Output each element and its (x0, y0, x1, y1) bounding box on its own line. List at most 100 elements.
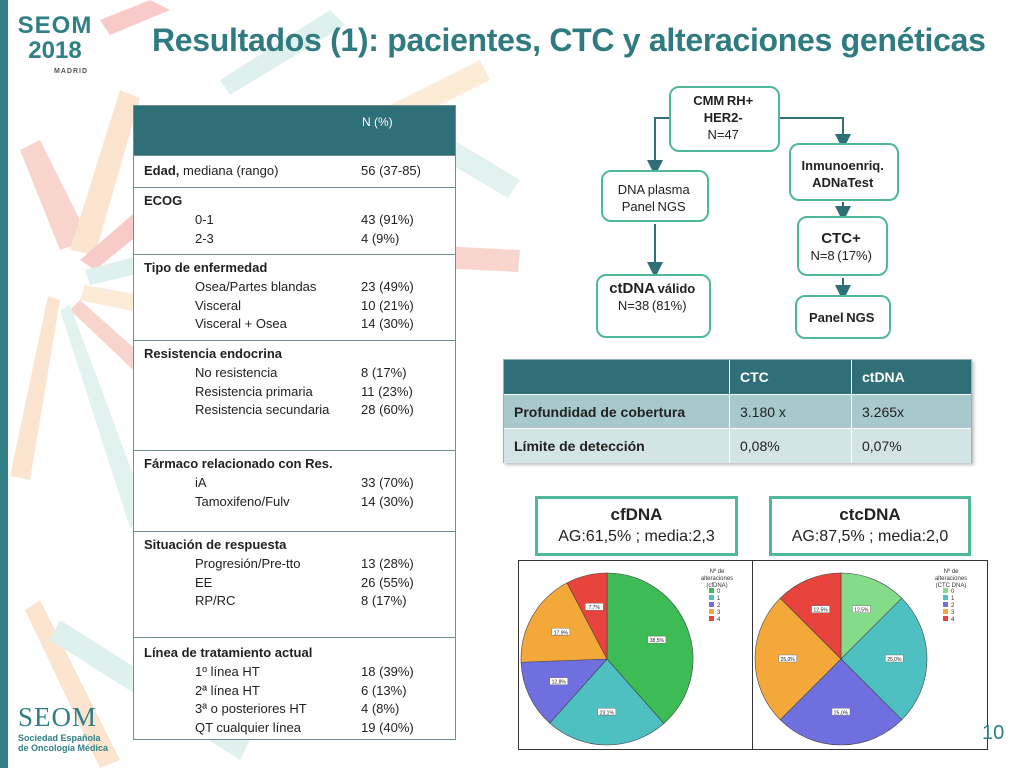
flow-panel-line1: Panel NGS (808, 310, 878, 325)
flow-ctc-line2: N=8 (17%) (810, 248, 875, 263)
flow-box-panel: Panel NGS (795, 295, 891, 339)
slice-label: 7,7% (589, 605, 601, 611)
table-row: Visceral 10 (21%) (144, 297, 445, 316)
slice-label: 38,5% (650, 638, 665, 644)
slide-title: Resultados (1): pacientes, CTC y alterac… (152, 22, 986, 58)
flow-root-line3: N=47 (707, 127, 742, 142)
footer-logo-sub2: de Oncología Médica (18, 743, 109, 753)
row-label: Límite de detección (504, 429, 730, 463)
legend-label: 2 (717, 603, 721, 609)
row-label: 1º línea HT (195, 663, 260, 679)
table-section-respuesta: Situación de respuesta Progresión/Pre-tt… (134, 531, 455, 637)
row-value: 19 (40%) (361, 720, 414, 736)
pie-slice-3 (754, 597, 842, 721)
ctcdna-summary-box: ctcDNA AG:87,5% ; media:2,0 (769, 496, 971, 556)
slice-label-box (831, 708, 851, 716)
pie-slice-1 (549, 658, 665, 746)
row-value: 26 (55%) (361, 574, 414, 590)
slice-label-box (647, 635, 667, 644)
legend-swatch (943, 588, 948, 593)
table-row: 1º línea HT 18 (39%) (144, 663, 445, 682)
section-value: 56 (37-85) (361, 163, 421, 178)
logo-year: 2018 (28, 37, 82, 64)
legend-label: 3 (951, 610, 955, 616)
row-value: 43 (91%) (361, 211, 414, 227)
pie-slice-1 (840, 597, 928, 721)
section-title: Línea de tratamiento actual (144, 645, 313, 660)
slice-label: 25,0% (887, 657, 902, 663)
column-header-n: N (%) (362, 115, 393, 129)
row-value: 28 (60%) (361, 402, 414, 418)
row-value-ctc: 0,08% (730, 429, 852, 463)
row-label: EE (195, 574, 213, 590)
table-row: Tamoxifeno/Fulv 14 (30%) (144, 493, 445, 512)
coverage-table: CTC ctDNA Profundidad de cobertura 3.180… (503, 359, 972, 463)
row-label: 0-1 (195, 211, 214, 227)
slice-label-box (551, 628, 571, 636)
row-label: Resistencia primaria (195, 383, 313, 399)
section-title: Edad, (144, 163, 180, 178)
legend-title: Nº de (710, 568, 726, 575)
cfdna-pie-chart: 38,5% 23,1% 12,8% 17,9% 7,7% Nº dealteracione… (520, 568, 733, 746)
slice-label: 17,9% (554, 630, 569, 636)
legend-swatch (709, 588, 714, 593)
legend-swatch (709, 595, 714, 600)
legend-swatch (943, 595, 948, 600)
table-row: 2ª línea HT 6 (13%) (144, 682, 445, 701)
table-section-resistencia: Resistencia endocrina No resistencia 8 (1… (134, 340, 455, 450)
flow-ctdna-line3 (598, 314, 709, 331)
table-row: Edad, mediana (rango) 56 (37-85) (144, 162, 445, 181)
slice-label: 25,0% (781, 657, 796, 663)
section-title-rest: mediana (rango) (179, 163, 279, 178)
ctcdna-pie-chart: 12,5% 25,0% 25,0% 25,0% 12,5% Nº dealteracion… (754, 568, 967, 746)
row-label: Progresión/Pre-tto (195, 555, 301, 571)
table-row: Límite de detección 0,08% 0,07% (504, 429, 971, 463)
slice-label: 25,0% (834, 710, 849, 716)
row-value: 4 (8%) (361, 701, 400, 717)
legend-label: 3 (717, 610, 721, 616)
slice-label-box (852, 605, 871, 613)
pie-slice-0 (840, 572, 903, 660)
legend-label: 1 (951, 596, 955, 602)
row-label: Visceral (195, 297, 242, 313)
section-title: Fármaco relacionado con Res. (144, 456, 333, 471)
row-value: 4 (9%) (361, 230, 400, 246)
legend-label: 4 (951, 617, 955, 623)
ctcdna-subtitle: AG:87,5% ; media:2,0 (791, 528, 949, 545)
row-label: iA (195, 474, 207, 490)
row-value: 13 (28%) (361, 555, 414, 571)
section-title: Tipo de enfermedad (144, 260, 268, 275)
row-label: Profundidad de cobertura (504, 395, 730, 428)
table-row: RP/RC 8 (17%) (144, 592, 445, 611)
row-label: 2ª línea HT (195, 682, 260, 698)
pie-slice-2 (520, 658, 608, 724)
legend-swatch (943, 602, 948, 607)
row-value-ctdna: 0,07% (862, 438, 902, 454)
flow-box-ctdna: ctDNA válido N=38 (81%) (596, 274, 711, 338)
cfdna-subtitle: AG:61,5% ; media:2,3 (558, 528, 715, 545)
pie-slice-4 (566, 572, 608, 660)
footer-logo-sub1: Sociedad Española (18, 733, 101, 743)
table-row: 3ª o posteriores HT 4 (8%) (144, 700, 445, 719)
table-row: No resistencia 8 (17%) (144, 364, 445, 383)
table-section-edad: Edad, mediana (rango) 56 (37-85) (134, 155, 455, 187)
table-section-ecog: ECOG 0-1 43 (91%) 2-3 4 (9%) (134, 187, 455, 254)
footer-logo-main: SEOM (18, 702, 98, 732)
legend-label: 4 (717, 617, 721, 623)
table-row: Resistencia secundaria 28 (60%) (144, 401, 445, 420)
flow-ctc-line1: CTC+ (821, 230, 864, 247)
row-label: No resistencia (195, 364, 278, 380)
legend-label: 0 (951, 589, 955, 595)
left-accent-bar (0, 0, 8, 768)
footer-logo: SEOM Sociedad Española de Oncología Médi… (18, 702, 108, 753)
slice-label-box (811, 605, 830, 613)
row-label: 3ª o posteriores HT (195, 701, 307, 717)
cfdna-summary-box: cfDNA AG:61,5% ; media:2,3 (535, 496, 738, 556)
logo-city: MADRID (54, 68, 88, 75)
header-cell-empty (504, 360, 730, 394)
table-row: 0-1 43 (91%) (144, 211, 445, 230)
flow-box-ctc: CTC+ N=8 (17%) (797, 216, 888, 276)
congress-logo: SEOM 2018 MADRID (14, 8, 96, 90)
row-label: RP/RC (195, 593, 236, 609)
row-value: 14 (30%) (361, 493, 414, 509)
